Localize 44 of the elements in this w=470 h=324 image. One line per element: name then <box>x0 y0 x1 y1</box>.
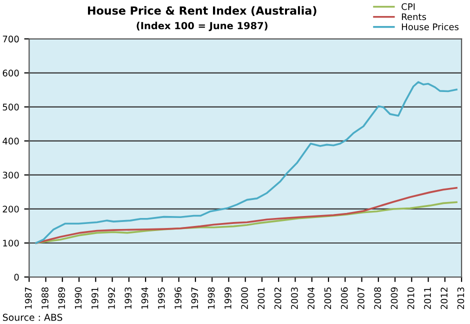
y-tick-label: 100 <box>3 240 19 247</box>
y-tick-label: 500 <box>2 104 19 110</box>
source-note: Source : ABS <box>2 314 62 321</box>
x-tick-label: 1988 <box>42 287 48 309</box>
x-tick-label: 1997 <box>191 288 198 309</box>
x-tick-label: 1995 <box>158 288 165 309</box>
x-tick-label: 2004 <box>308 287 314 310</box>
x-tick-label: 2010 <box>407 287 414 310</box>
x-tick-label: 2003 <box>291 287 298 310</box>
x-tick-label: 1991 <box>91 288 98 309</box>
x-tick-label: 2012 <box>440 288 448 310</box>
line-series <box>35 186 458 244</box>
x-tick-label: 1987 <box>24 288 32 309</box>
x-tick-label: 1994 <box>141 287 148 309</box>
x-tick-label: 2006 <box>340 287 348 310</box>
legend-label: Rents <box>402 13 426 20</box>
x-tick-label: 2013 <box>457 287 464 310</box>
chart-title: House Price & Rent Index (Australia) <box>88 6 316 16</box>
y-tick-label: 700 <box>2 36 19 42</box>
y-tick-label: 600 <box>2 70 19 76</box>
x-tick-label: 2011 <box>424 288 431 310</box>
x-tick-label: 2000 <box>241 287 248 310</box>
x-tick-label: 2007 <box>358 288 364 310</box>
x-tick-label: 1992 <box>108 288 115 309</box>
x-tick-label: 1996 <box>174 287 182 309</box>
line-series <box>35 81 458 244</box>
line-series <box>35 201 458 244</box>
x-tick-label: 2002 <box>274 288 282 310</box>
x-tick-label: 2005 <box>324 288 332 310</box>
y-tick-label: 200 <box>2 206 19 213</box>
x-tick-label: 1999 <box>224 287 232 309</box>
x-tick-label: 1990 <box>74 287 82 309</box>
x-tick-label: 2009 <box>390 287 398 310</box>
legend-label: CPI <box>402 3 415 10</box>
x-tick-label: 1993 <box>124 287 132 309</box>
y-tick-label: 300 <box>2 172 19 179</box>
x-tick-label: 2001 <box>258 288 265 310</box>
y-tick-label: 0 <box>14 274 19 281</box>
x-tick-label: 1989 <box>58 287 66 309</box>
legend-label: House Prices <box>402 23 459 30</box>
x-tick-label: 2008 <box>374 287 382 310</box>
chart-subtitle: (Index 100 = June 1987) <box>136 22 268 32</box>
y-tick-label: 400 <box>2 138 19 144</box>
x-tick-label: 1998 <box>208 287 215 309</box>
